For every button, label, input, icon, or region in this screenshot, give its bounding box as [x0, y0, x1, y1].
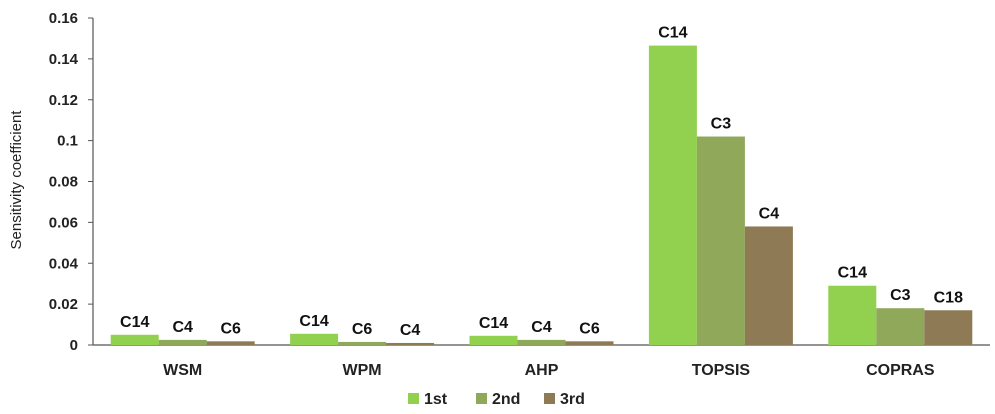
data-label: C3 [711, 116, 732, 133]
y-tick-label: 0.08 [49, 174, 78, 191]
y-tick-label: 0.16 [49, 10, 78, 27]
x-axis-category-labels: WSM WPM AHP TOPSIS COPRAS [163, 362, 935, 379]
y-tick-label: 0.14 [49, 51, 79, 68]
data-label: C4 [172, 319, 193, 336]
y-tick-label: 0 [70, 337, 78, 354]
bar-copras-1st [828, 285, 877, 345]
bar-wsm-1st [110, 334, 159, 345]
legend-label: 1st [424, 391, 448, 408]
data-label: C6 [352, 321, 373, 338]
bar-wpm-1st [290, 333, 339, 345]
legend: 1st 2nd 3rd [408, 391, 585, 408]
x-category-label: WPM [343, 362, 382, 379]
bar-wpm-3rd [386, 342, 435, 345]
bar-wsm-3rd [206, 341, 255, 345]
x-category-label: TOPSIS [692, 362, 751, 379]
data-label: C4 [531, 319, 552, 336]
bar-ahp-1st [469, 335, 518, 345]
bar-ahp-3rd [565, 341, 614, 345]
x-category-label: WSM [163, 362, 202, 379]
bar-copras-2nd [876, 308, 925, 345]
bar-wsm-2nd [158, 339, 207, 345]
bar-ahp-2nd [517, 339, 566, 345]
legend-swatch-2nd [476, 393, 487, 404]
y-axis-ticks: 0 0.02 0.04 0.06 0.08 0.1 0.12 0.14 0.16 [49, 10, 93, 354]
bar-copras-3rd [924, 310, 973, 345]
x-category-label: COPRAS [866, 362, 935, 379]
legend-label: 2nd [492, 391, 520, 408]
bars [110, 45, 973, 345]
data-label: C18 [934, 289, 963, 306]
y-tick-label: 0.04 [49, 255, 79, 272]
y-tick-label: 0.06 [49, 214, 78, 231]
legend-swatch-3rd [544, 393, 555, 404]
data-label: C14 [838, 265, 867, 282]
data-label: C6 [579, 320, 600, 337]
data-label: C6 [220, 320, 241, 337]
y-tick-label: 0.02 [49, 296, 78, 313]
y-tick-label: 0.12 [49, 92, 78, 109]
data-label: C4 [400, 322, 421, 339]
data-labels: C14 C4 C6 C14 C6 C4 C14 C4 C6 C14 C3 C4 C14 C3 C18 [120, 25, 963, 339]
bar-topsis-3rd [744, 226, 793, 345]
data-label: C3 [890, 287, 911, 304]
x-category-label: AHP [525, 362, 559, 379]
data-label: C14 [120, 314, 149, 331]
y-axis-title-group: Sensitivity coefficient [8, 110, 25, 250]
bar-topsis-2nd [696, 136, 745, 345]
data-label: C4 [759, 205, 780, 222]
data-label: C14 [299, 313, 328, 330]
data-label: C14 [658, 25, 687, 42]
data-label: C14 [479, 315, 508, 332]
bar-topsis-1st [648, 45, 697, 345]
legend-label: 3rd [560, 391, 585, 408]
y-tick-label: 0.1 [57, 133, 78, 150]
legend-swatch-1st [408, 393, 419, 404]
y-axis-title: Sensitivity coefficient [8, 110, 25, 250]
bar-wpm-2nd [338, 341, 387, 345]
